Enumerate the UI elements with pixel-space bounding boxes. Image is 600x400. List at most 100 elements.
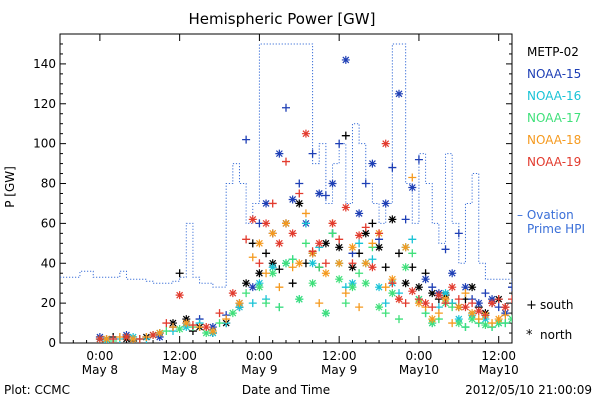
marker-south <box>222 315 231 324</box>
marker-south <box>248 253 257 262</box>
legend-noaa-18: NOAA-18 <box>527 133 581 147</box>
legend: METP-02 NOAA-15 NOAA-16 NOAA-17 NOAA-18 NOAA-… <box>517 45 585 343</box>
marker-south <box>428 283 437 292</box>
marker-south <box>508 295 512 304</box>
marker-north <box>408 183 417 192</box>
marker-north <box>248 215 257 224</box>
marker-north <box>381 139 390 148</box>
marker-south <box>341 299 350 308</box>
marker-north <box>341 55 350 64</box>
marker-north <box>348 243 357 252</box>
marker-north <box>401 243 410 252</box>
marker-north <box>461 283 470 292</box>
marker-south <box>288 279 297 288</box>
marker-south <box>135 335 144 343</box>
marker-north <box>262 199 271 208</box>
marker-south <box>262 249 271 258</box>
marker-north <box>468 283 477 292</box>
marker-north <box>454 319 463 328</box>
y-tick-label: 80 <box>41 177 56 191</box>
marker-north <box>288 195 297 204</box>
marker-south <box>395 249 403 258</box>
marker-south <box>448 319 457 328</box>
x-axis-label: Date and Time <box>242 383 330 397</box>
x-tick-label-date: May 9 <box>321 363 357 377</box>
marker-south <box>381 263 390 272</box>
marker-south <box>388 279 397 288</box>
marker-north <box>315 189 324 198</box>
marker-north <box>355 209 364 218</box>
marker-north <box>208 327 217 336</box>
marker-north <box>401 279 410 288</box>
marker-north <box>454 303 463 312</box>
marker-south <box>508 283 512 292</box>
marker-south <box>275 265 284 274</box>
marker-south <box>321 191 330 200</box>
marker-south <box>454 229 463 238</box>
marker-north <box>408 287 417 296</box>
marker-south <box>282 157 290 166</box>
marker-south <box>335 139 344 148</box>
series-noaa-15 <box>95 55 512 343</box>
marker-north <box>335 259 344 268</box>
series-metp-02 <box>102 131 510 343</box>
marker-north <box>282 219 290 228</box>
marker-north <box>149 331 158 340</box>
marker-south <box>381 309 390 318</box>
x-tick-label-time: 12:00 <box>322 349 357 363</box>
marker-south <box>428 303 437 312</box>
marker-south <box>301 209 310 218</box>
marker-north <box>255 239 264 248</box>
marker-south <box>408 235 417 244</box>
series-noaa-16 <box>102 219 510 343</box>
marker-north <box>395 295 403 304</box>
x-tick-label-time: 12:00 <box>481 349 516 363</box>
marker-south <box>414 155 423 164</box>
marker-south <box>308 149 317 158</box>
marker-north <box>461 303 470 312</box>
x-tick-label-date: May10 <box>399 363 439 377</box>
legend-noaa-16: NOAA-16 <box>527 89 581 103</box>
marker-north <box>268 229 277 238</box>
marker-north <box>295 295 304 304</box>
marker-north <box>335 243 344 252</box>
marker-north <box>428 315 437 324</box>
marker-south <box>295 189 304 198</box>
x-tick-label-time: 0:00 <box>86 349 113 363</box>
marker-south <box>494 295 503 304</box>
marker-south <box>368 255 377 264</box>
marker-south <box>215 309 224 318</box>
marker-south <box>288 255 297 264</box>
marker-north <box>468 315 477 324</box>
marker-north <box>474 307 483 316</box>
marker-north <box>175 291 184 300</box>
marker-north <box>282 259 290 268</box>
marker-north <box>501 303 510 312</box>
marker-north <box>508 315 512 324</box>
marker-north <box>428 289 437 298</box>
marker-north <box>255 283 264 292</box>
marker-north <box>295 199 304 208</box>
marker-north <box>375 283 384 292</box>
marker-south <box>248 299 257 308</box>
marker-north <box>474 299 483 308</box>
marker-north <box>275 149 284 158</box>
marker-north <box>328 179 337 188</box>
marker-south <box>434 309 443 318</box>
marker-south <box>341 131 350 140</box>
marker-north <box>155 329 164 338</box>
marker-north <box>401 263 410 272</box>
y-axis-label: P [GW] <box>3 166 17 208</box>
marker-north <box>262 219 271 228</box>
marker-north <box>328 219 337 228</box>
x-tick-label-date: May10 <box>479 363 519 377</box>
x-tick-label-time: 12:00 <box>162 349 197 363</box>
marker-south <box>275 283 284 292</box>
marker-north <box>388 215 397 224</box>
marker-south <box>381 283 390 292</box>
marker-north <box>361 279 370 288</box>
marker-south <box>461 323 470 332</box>
legend-noaa-15: NOAA-15 <box>527 67 581 81</box>
marker-north <box>448 283 457 292</box>
